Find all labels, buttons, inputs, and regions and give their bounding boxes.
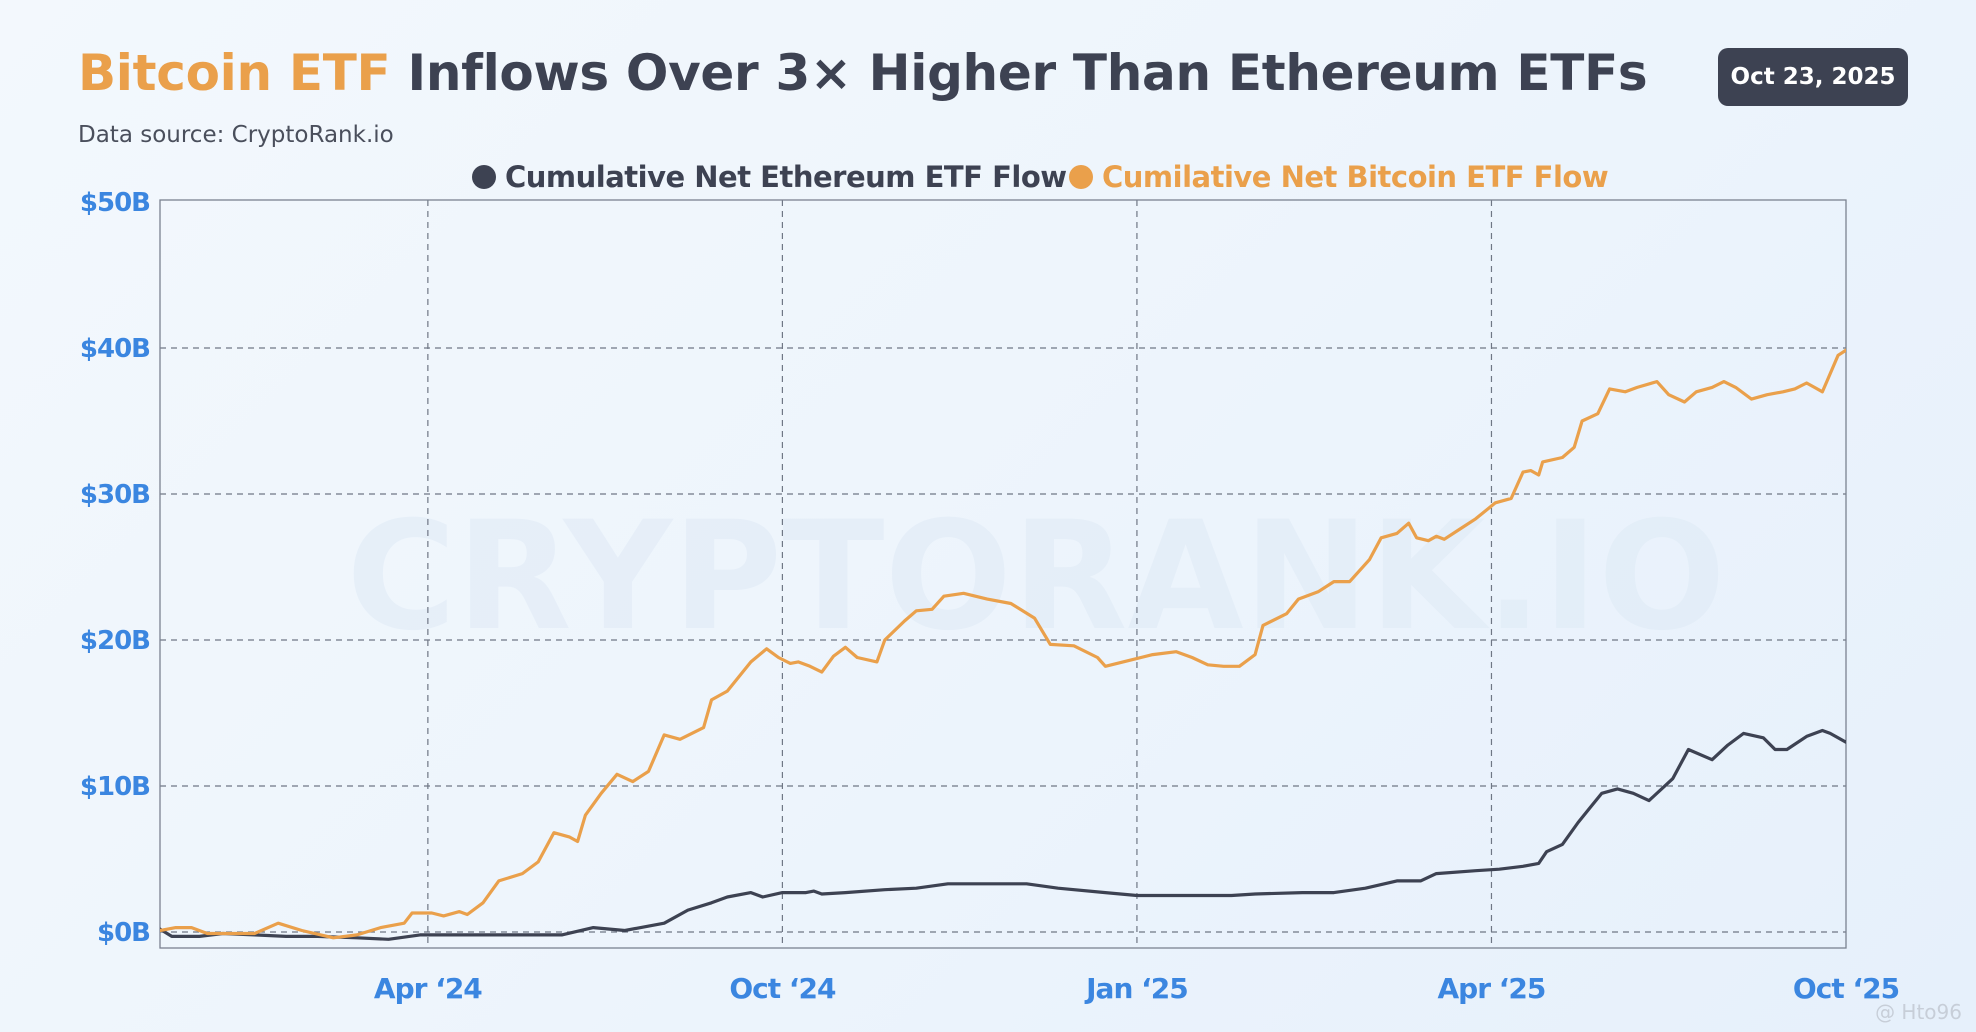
y-tick-label: $50B: [80, 188, 150, 218]
y-tick-label: $0B: [97, 918, 150, 948]
x-tick-label: Oct ‘25: [1793, 972, 1899, 1005]
legend-label: Cumilative Net Bitcoin ETF Flow: [1102, 160, 1608, 194]
data-source: Data source: CryptoRank.io: [78, 122, 394, 148]
y-tick-label: $20B: [80, 626, 150, 656]
legend-label: Cumulative Net Ethereum ETF Flow: [505, 160, 1067, 194]
grid: [160, 200, 1846, 948]
series-line: [160, 348, 1846, 940]
y-tick-label: $40B: [80, 334, 150, 364]
watermark: CRYPTORANK.IO: [346, 490, 1725, 664]
x-tick-label: Jan ‘25: [1084, 972, 1188, 1005]
x-tick-label: Apr ‘24: [374, 972, 482, 1005]
title-rest: Inflows Over 3× Higher Than Ethereum ETF…: [390, 44, 1648, 102]
legend-marker: [472, 165, 496, 189]
series-line: [160, 728, 1846, 941]
chart-title: Bitcoin ETF Inflows Over 3× Higher Than …: [78, 44, 1648, 102]
series: [160, 348, 1846, 941]
x-tick-label: Oct ‘24: [729, 972, 836, 1005]
axes: $0B $10B $20B $30B $40B $50B Apr ‘24 Oct ‘24 Jan…: [80, 188, 1900, 1005]
x-tick-label: Apr ‘25: [1438, 972, 1546, 1005]
legend-marker: [1069, 165, 1093, 189]
plot-frame: [159, 199, 1847, 949]
date-badge: Oct 23, 2025: [1718, 48, 1908, 106]
y-tick-label: $10B: [80, 772, 150, 802]
legend: Cumulative Net Ethereum ETF Flow Cumilati…: [472, 160, 1609, 194]
footer-watermark: @ Hto96: [1875, 1000, 1962, 1024]
title-accent: Bitcoin ETF: [78, 44, 391, 102]
y-tick-label: $30B: [80, 480, 150, 510]
